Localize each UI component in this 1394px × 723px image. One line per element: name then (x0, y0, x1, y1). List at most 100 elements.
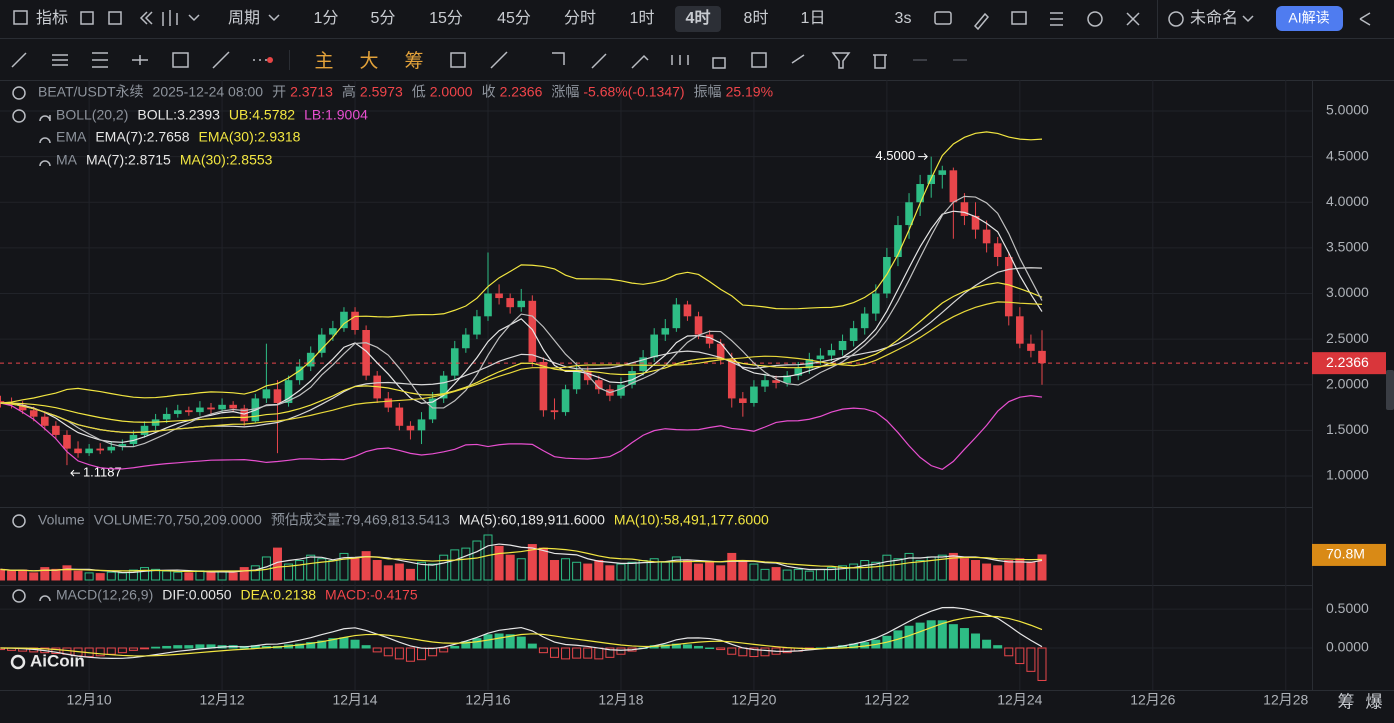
candle-body (18, 404, 27, 411)
candle-body (506, 298, 514, 308)
interval-button[interactable]: 1时 (630, 9, 655, 27)
candle-body (561, 389, 570, 413)
fullscreen-icon[interactable] (1126, 12, 1140, 26)
x-tick-label: 12月24 (997, 692, 1042, 708)
candle-body (218, 404, 226, 410)
volume-bar (826, 567, 836, 581)
volume-bar (793, 568, 803, 581)
info-text: Volume (38, 512, 85, 528)
mode-button[interactable]: 主 (314, 50, 333, 72)
replay-icon[interactable] (1011, 11, 1027, 25)
collapse-icon[interactable] (12, 86, 26, 100)
cloud-icon[interactable] (1168, 11, 1184, 27)
tool-icon[interactable] (139, 11, 153, 25)
candle-body (74, 448, 82, 454)
volume-bar (239, 567, 249, 581)
ema-long (0, 282, 1043, 423)
volume-bar (971, 560, 981, 581)
macd-bar (549, 647, 559, 658)
dot-icon[interactable] (267, 57, 273, 63)
footer-button[interactable]: 爆 (1366, 692, 1383, 711)
candle-body (716, 343, 725, 360)
list-icon[interactable] (1050, 12, 1063, 26)
info-text: 2.0000 (430, 84, 473, 100)
interval-button[interactable]: 8时 (744, 9, 769, 27)
interval-button[interactable]: 45分 (497, 9, 531, 27)
camera-icon[interactable] (934, 11, 952, 25)
candle-body (207, 407, 215, 410)
tool-icon[interactable] (108, 11, 122, 25)
volume-bar (306, 554, 316, 581)
interval-button[interactable]: 15分 (429, 9, 463, 27)
volume-bar (173, 571, 183, 581)
candle-body (783, 375, 791, 383)
candle-body (628, 371, 636, 385)
tool-icon[interactable] (162, 10, 178, 26)
boll-upper (0, 131, 1043, 404)
candle-body (450, 348, 459, 376)
dropdown-icon[interactable] (268, 14, 280, 22)
dropdown-icon[interactable] (1242, 15, 1254, 23)
info-text: MACD(12,26,9) (56, 587, 153, 603)
info-text: VOLUME:70,750,209.0000 (94, 512, 262, 528)
candle-body (982, 229, 991, 244)
volume-bar (904, 552, 914, 581)
y-tick-label: 5.0000 (1326, 102, 1369, 118)
alert-icon[interactable] (39, 115, 51, 602)
volume-bar (228, 572, 238, 581)
draw-tools[interactable] (212, 51, 267, 69)
candle-body (1016, 316, 1024, 344)
dropdown-icon[interactable] (188, 14, 200, 22)
volume-bar (428, 563, 438, 581)
volume-bar (959, 558, 969, 581)
macd-bar (694, 645, 704, 649)
interval-button[interactable]: 4时 (686, 9, 711, 27)
candle-body (550, 410, 559, 413)
rect-tool[interactable] (172, 52, 189, 68)
footer-button[interactable]: 筹 (1338, 692, 1355, 711)
refresh-button[interactable]: 3s (895, 10, 912, 27)
candle-body (1038, 350, 1046, 364)
interval-group: 1分 5分 15分 45分 分时 1时 4时 8时 1日 (314, 6, 826, 32)
indicator-button[interactable]: 指标 (36, 9, 68, 27)
macd-bar (151, 646, 161, 649)
interval-button[interactable]: 1分 (314, 9, 339, 27)
x-tick-label: 12月22 (864, 692, 909, 708)
draw-tools[interactable] (11, 52, 148, 68)
macd-bar (516, 636, 526, 649)
interval-button[interactable]: 分时 (564, 9, 596, 27)
macd-bar (993, 645, 1003, 649)
draw-tools[interactable] (450, 51, 887, 69)
macd-bar (394, 647, 404, 660)
collapse-icon[interactable] (12, 589, 26, 603)
period-button[interactable]: 周期 (228, 9, 260, 27)
ai-button[interactable]: AI解读 (1288, 10, 1329, 26)
draw-icon[interactable] (973, 12, 990, 31)
macd-bar (982, 639, 992, 649)
interval-button[interactable]: 5分 (371, 9, 396, 27)
share-icon[interactable] (1359, 12, 1371, 26)
layout-name[interactable]: 未命名 (1190, 9, 1238, 27)
collapse-icon[interactable] (12, 514, 26, 528)
candle-body (495, 293, 503, 299)
ai-button-bg[interactable] (1276, 6, 1343, 31)
indicator-icon[interactable] (13, 10, 28, 25)
candle-body (229, 404, 237, 409)
candle-body (185, 410, 193, 413)
y-tick-label: 4.0000 (1326, 193, 1369, 209)
mode-button[interactable]: 大 (359, 50, 378, 72)
volume-bar (948, 552, 958, 581)
mode-button[interactable]: 筹 (404, 50, 423, 72)
info-text: LB:1.9004 (304, 107, 368, 123)
macd-bar (383, 647, 393, 657)
interval-button[interactable]: 1日 (801, 10, 826, 27)
macd-bar (361, 645, 371, 649)
info-text: 高 (342, 84, 356, 100)
settings-icon[interactable] (1087, 11, 1103, 27)
candle-body (860, 313, 869, 329)
volume-bar (128, 569, 138, 581)
candle-body (96, 448, 104, 451)
tool-icon[interactable] (80, 11, 94, 25)
side-handle[interactable] (1386, 370, 1394, 410)
collapse-icon[interactable] (12, 109, 26, 123)
